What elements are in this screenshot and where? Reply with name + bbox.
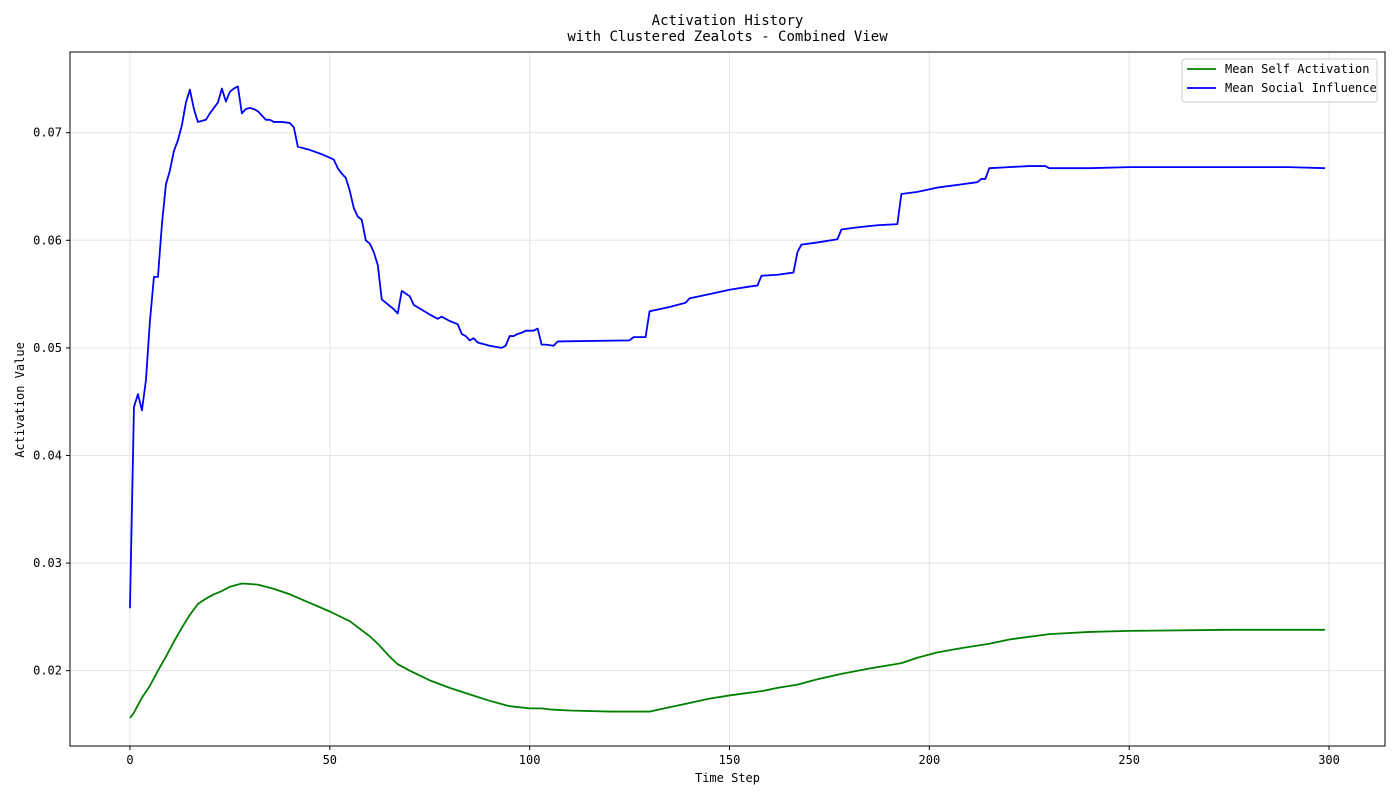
x-tick-label: 50 (323, 753, 337, 767)
chart-title: Activation History (651, 13, 804, 29)
y-axis-label: Activation Value (13, 342, 27, 458)
series-line-self-activation (129, 582, 1326, 719)
x-tick-label: 150 (719, 753, 741, 767)
series-layer (129, 85, 1326, 719)
y-tick-label: 0.05 (33, 341, 62, 355)
y-tick-label: 0.06 (33, 233, 62, 247)
y-tick-label: 0.04 (33, 448, 62, 462)
legend: Mean Self Activation Mean Social Influenc… (1181, 58, 1378, 103)
series-line-social-influence (129, 85, 1326, 609)
x-axis-label: Time Step (694, 771, 761, 785)
chart-subtitle: with Clustered Zealots - Combined View (567, 29, 888, 45)
x-tick-label: 250 (1118, 753, 1140, 767)
x-tick-label: 300 (1318, 753, 1340, 767)
y-tick-label: 0.02 (33, 664, 62, 678)
x-tick-label: 0 (126, 753, 133, 767)
y-tick-label: 0.03 (33, 556, 62, 570)
legend-label: Mean Social Influence (1225, 81, 1377, 95)
y-tick-label: 0.07 (33, 126, 62, 140)
x-tick-label: 100 (519, 753, 541, 767)
grid (70, 52, 1385, 746)
x-tick-label: 200 (919, 753, 941, 767)
axes-frame (69, 51, 1386, 747)
legend-box (1181, 58, 1378, 103)
legend-label: Mean Self Activation (1225, 62, 1370, 76)
ticks: 0 50 100 150 200 250 300 0.02 0.03 0.04 0.05 0.06 0.… (33, 126, 1340, 767)
